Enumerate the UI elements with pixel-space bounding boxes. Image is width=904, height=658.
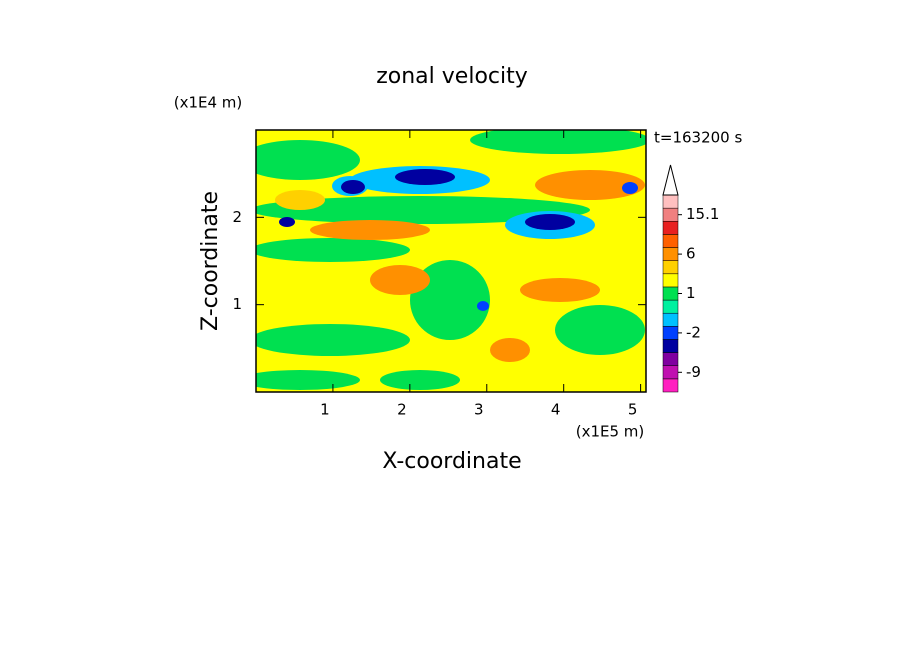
y-unit-label: (x1E4 m) bbox=[174, 94, 243, 112]
colorbar-tick-label: 15.1 bbox=[686, 205, 719, 223]
contour-field bbox=[256, 130, 646, 392]
colorbar-segment bbox=[662, 260, 679, 275]
colorbar-segment bbox=[662, 378, 679, 393]
time-label: t=163200 s bbox=[654, 129, 742, 147]
y-axis-title: Z-coordinate bbox=[198, 191, 223, 331]
colorbar-segment bbox=[662, 247, 679, 261]
colorbar-segment bbox=[662, 194, 679, 209]
x-tick-label: 1 bbox=[320, 401, 330, 419]
y-tick-label: 2 bbox=[232, 208, 242, 226]
x-tick-label: 3 bbox=[474, 401, 484, 419]
colorbar-segment bbox=[662, 286, 679, 301]
colorbar-segment bbox=[662, 221, 679, 235]
plot-frame bbox=[255, 129, 647, 393]
colorbar-tick-label: -9 bbox=[686, 363, 701, 381]
colorbar-tick-label: 6 bbox=[686, 245, 696, 263]
chart-title: zonal velocity bbox=[376, 64, 528, 89]
colorbar-segment bbox=[662, 207, 679, 222]
colorbar-segment bbox=[662, 365, 679, 380]
colorbar-extend bbox=[662, 164, 679, 196]
x-axis-title: X-coordinate bbox=[382, 449, 521, 474]
colorbar-tick-label: -2 bbox=[686, 323, 701, 341]
colorbar-segment bbox=[662, 234, 679, 248]
colorbar-segment bbox=[662, 312, 679, 327]
colorbar-tick-label: 1 bbox=[686, 284, 696, 302]
colorbar-segment bbox=[662, 352, 679, 366]
y-tick-label: 1 bbox=[232, 295, 242, 313]
colorbar-segment bbox=[662, 273, 679, 288]
colorbar-segment bbox=[662, 326, 679, 340]
x-tick-label: 4 bbox=[551, 401, 561, 419]
x-tick-label: 2 bbox=[397, 401, 407, 419]
x-tick-label: 5 bbox=[628, 401, 638, 419]
x-unit-label: (x1E5 m) bbox=[576, 423, 645, 441]
colorbar-segment bbox=[662, 339, 679, 353]
colorbar-segment bbox=[662, 299, 679, 314]
